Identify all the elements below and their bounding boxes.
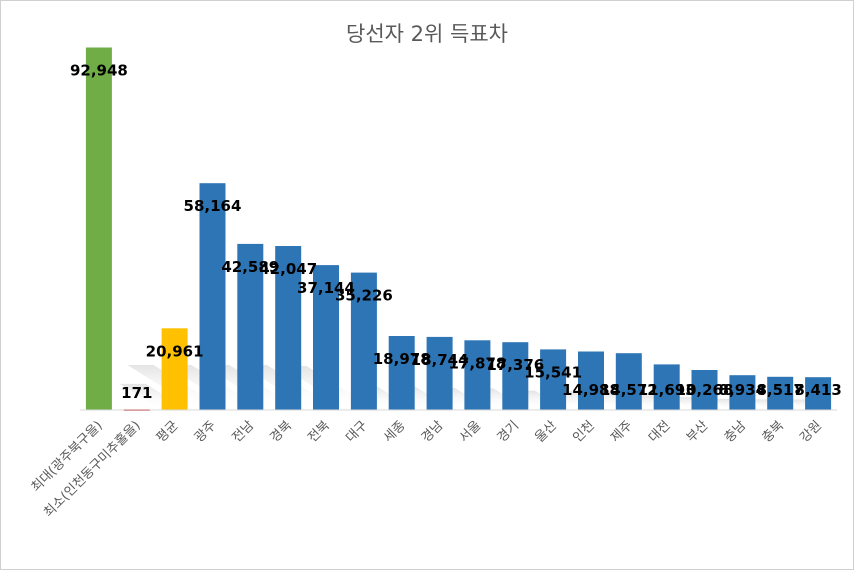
bar-경남: [426, 336, 453, 410]
bar-전북: [313, 265, 339, 410]
category-label: 부산: [684, 418, 712, 446]
category-label: 세종: [381, 418, 409, 446]
category-label: 대전: [646, 418, 674, 446]
data-label: 42,589: [221, 258, 279, 276]
bar-충북: [767, 376, 794, 410]
data-label: 8,517: [756, 381, 803, 399]
bar-울산: [540, 349, 567, 410]
category-label: 경남: [419, 418, 447, 446]
bar-충남: [729, 375, 756, 410]
bar-전남: [237, 243, 264, 410]
bar-경기: [502, 342, 529, 410]
category-labels: 최대(광주북구을)최소(인천동구미추홀을) 평균 광주 전남 경북 전북 대구 세종 경남 서울 경…: [29, 418, 825, 520]
bar-강원: [805, 377, 832, 410]
bar-광주: [199, 183, 226, 410]
category-label: 평균: [154, 418, 182, 446]
data-label: 42,047: [259, 260, 317, 278]
data-label: 18,744: [411, 351, 469, 369]
category-label: 전북: [305, 418, 333, 446]
bar-대전: [653, 364, 680, 410]
category-label: 강원: [797, 418, 825, 446]
bar-인천: [578, 351, 604, 410]
data-label: 37,144: [297, 279, 355, 297]
bar-최대(광주북구을): [85, 47, 112, 410]
data-label: 171: [121, 384, 152, 402]
bars: [85, 47, 832, 411]
data-label: 11,693: [638, 381, 696, 399]
data-label: 14,988: [562, 381, 620, 399]
bar-평균: [161, 328, 188, 410]
bar-대구: [350, 272, 377, 410]
data-label: 8,413: [794, 381, 841, 399]
data-label: 58,164: [184, 197, 242, 215]
data-label: 17,376: [486, 356, 544, 374]
bar-부산: [691, 370, 718, 410]
data-label: 10,268: [676, 381, 734, 399]
category-label: 인천: [570, 418, 598, 446]
data-label: 35,226: [335, 287, 393, 305]
data-label: 8,934: [719, 381, 766, 399]
data-label: 15,541: [524, 363, 582, 381]
category-label: 충남: [722, 418, 750, 446]
data-label: 17,878: [448, 354, 506, 372]
bar-제주: [615, 353, 642, 410]
data-label: 92,948: [70, 62, 128, 80]
category-label: 광주: [192, 418, 220, 446]
category-label: 제주: [608, 418, 636, 446]
chart-title: 당선자 2위 득표차: [346, 22, 508, 46]
category-label: 서울: [457, 418, 485, 446]
category-label: 전남: [230, 418, 258, 446]
data-label: 20,961: [146, 342, 204, 360]
category-label: 경기: [495, 418, 523, 446]
data-label: 14,572: [600, 381, 658, 399]
data-label: 18,978: [373, 350, 431, 368]
category-label: 충북: [760, 418, 788, 446]
bar-서울: [464, 340, 491, 410]
data-labels: 92,948 171 20,961 58,164 42,58942,04737,1443…: [70, 62, 842, 403]
category-label: 경북: [268, 418, 296, 446]
category-label: 대구: [343, 418, 371, 446]
category-label: 울산: [532, 418, 560, 446]
bar-경북: [275, 246, 302, 410]
bar-세종: [388, 336, 415, 410]
